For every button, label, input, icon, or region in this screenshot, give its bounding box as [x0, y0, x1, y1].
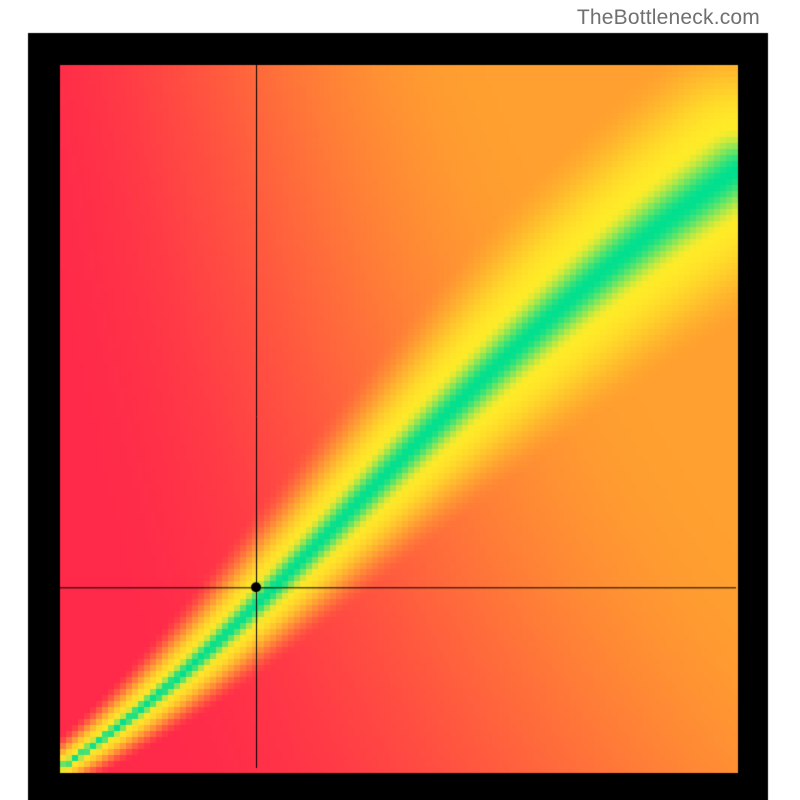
bottleneck-heatmap	[0, 0, 800, 800]
chart-container: TheBottleneck.com	[0, 0, 800, 800]
